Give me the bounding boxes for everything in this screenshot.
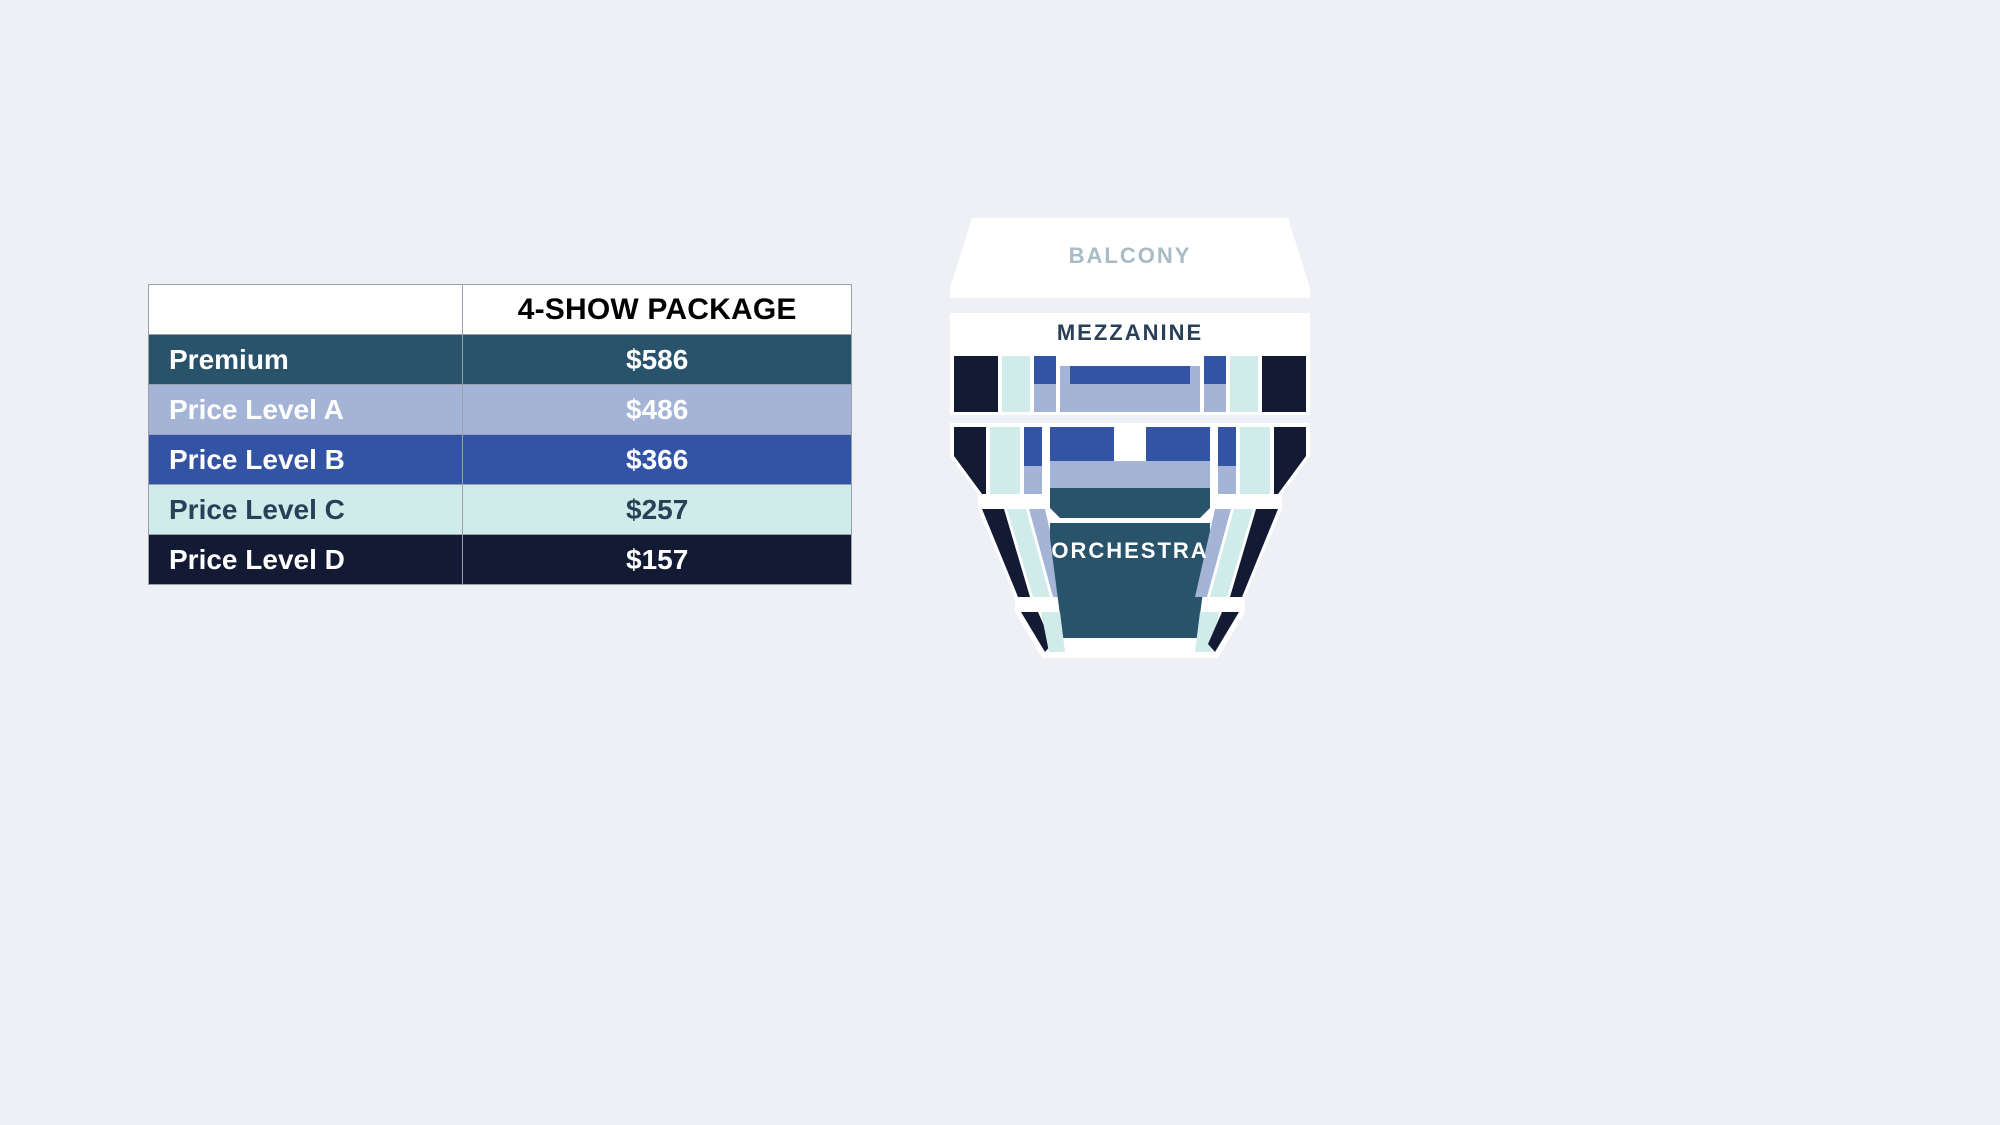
balcony-label: BALCONY: [1069, 243, 1192, 268]
price-level-price: $157: [463, 535, 852, 585]
mezzanine-block-price-level-a: [1034, 384, 1056, 412]
pricing-table-blank-header: [149, 285, 463, 335]
pricing-table-row: Premium$586: [149, 335, 852, 385]
orchestra-block-price-level-c: [1240, 427, 1270, 494]
seating-diagram: BALCONY MEZZANINE ORCHESTRA: [950, 218, 1310, 668]
mezzanine-block-price-level-c: [1230, 356, 1258, 412]
mezzanine-block-price-level-a: [1204, 384, 1226, 412]
mezzanine-block-price-level-c: [1002, 356, 1030, 412]
orchestra-label: ORCHESTRA: [1051, 538, 1208, 563]
orchestra-block-price-level-c: [990, 427, 1020, 494]
orchestra-block-price-level-a: [1218, 466, 1236, 494]
price-level-price: $257: [463, 485, 852, 535]
mezzanine-block-price-level-d: [954, 356, 998, 412]
price-level-label: Price Level A: [149, 385, 463, 435]
price-level-label: Price Level D: [149, 535, 463, 585]
mezzanine-block-price-level-b: [1070, 366, 1190, 384]
orchestra-block-price-level-d: [1274, 427, 1306, 494]
mezzanine-block-price-level-d: [1262, 356, 1306, 412]
price-level-price: $586: [463, 335, 852, 385]
mezzanine-label: MEZZANINE: [1057, 320, 1203, 345]
pricing-table-row: Price Level C$257: [149, 485, 852, 535]
page: 4-SHOW PACKAGE Premium$586Price Level A$…: [0, 0, 2000, 1125]
orchestra-block-price-level-d: [954, 427, 986, 494]
pricing-table-header-row: 4-SHOW PACKAGE: [149, 285, 852, 335]
pricing-table-row: Price Level A$486: [149, 385, 852, 435]
orchestra-block-premium: [1050, 488, 1210, 518]
price-level-price: $486: [463, 385, 852, 435]
price-level-label: Price Level B: [149, 435, 463, 485]
pricing-table-row: Price Level B$366: [149, 435, 852, 485]
price-level-label: Price Level C: [149, 485, 463, 535]
price-level-label: Premium: [149, 335, 463, 385]
pricing-table: 4-SHOW PACKAGE Premium$586Price Level A$…: [148, 284, 852, 585]
orchestra-block-price-level-a: [1024, 466, 1042, 494]
pricing-table-row: Price Level D$157: [149, 535, 852, 585]
price-level-price: $366: [463, 435, 852, 485]
pricing-table-header: 4-SHOW PACKAGE: [463, 285, 852, 335]
